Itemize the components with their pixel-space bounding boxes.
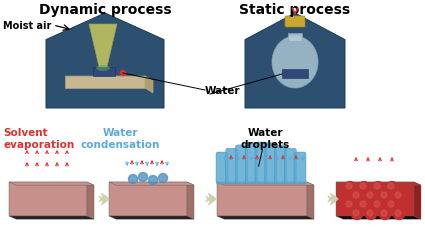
Circle shape [372, 200, 383, 211]
Circle shape [367, 192, 373, 198]
Polygon shape [109, 216, 194, 219]
Circle shape [372, 182, 383, 193]
Polygon shape [65, 77, 153, 82]
Circle shape [139, 173, 147, 182]
Circle shape [360, 183, 366, 189]
Circle shape [381, 192, 387, 198]
Polygon shape [109, 182, 187, 216]
Polygon shape [145, 77, 153, 94]
Text: Moist air: Moist air [3, 21, 51, 31]
Circle shape [386, 182, 397, 193]
Polygon shape [282, 70, 308, 79]
Circle shape [148, 176, 158, 185]
FancyBboxPatch shape [294, 152, 306, 184]
Circle shape [386, 200, 397, 211]
Text: Dynamic process: Dynamic process [39, 3, 171, 17]
Circle shape [366, 191, 377, 202]
FancyBboxPatch shape [265, 143, 277, 184]
Polygon shape [46, 14, 164, 109]
Circle shape [353, 192, 359, 198]
Circle shape [367, 210, 373, 216]
Circle shape [351, 209, 363, 220]
FancyBboxPatch shape [285, 17, 305, 28]
Polygon shape [87, 182, 94, 219]
Circle shape [359, 182, 369, 193]
FancyBboxPatch shape [235, 145, 247, 184]
Polygon shape [65, 77, 145, 89]
Polygon shape [9, 182, 87, 216]
Polygon shape [336, 216, 421, 219]
Circle shape [395, 192, 401, 198]
Circle shape [395, 210, 401, 216]
Polygon shape [93, 68, 115, 77]
Polygon shape [217, 182, 307, 216]
Circle shape [394, 191, 405, 202]
Circle shape [346, 201, 352, 207]
Text: Static process: Static process [239, 3, 351, 17]
Polygon shape [336, 182, 421, 185]
FancyBboxPatch shape [226, 148, 238, 184]
Text: Solvent
evaporation: Solvent evaporation [3, 127, 74, 149]
Circle shape [359, 200, 369, 211]
Polygon shape [414, 182, 421, 219]
Circle shape [380, 191, 391, 202]
Polygon shape [307, 182, 314, 219]
Polygon shape [9, 216, 94, 219]
Polygon shape [336, 182, 414, 216]
Text: Water: Water [205, 86, 241, 96]
Circle shape [380, 209, 391, 220]
Polygon shape [89, 25, 117, 68]
Circle shape [388, 183, 394, 189]
Circle shape [345, 182, 355, 193]
Ellipse shape [96, 66, 110, 72]
Circle shape [346, 183, 352, 189]
FancyBboxPatch shape [216, 152, 228, 184]
Circle shape [360, 201, 366, 207]
Circle shape [351, 191, 363, 202]
Circle shape [159, 174, 167, 183]
Text: Water
droplets: Water droplets [241, 127, 289, 149]
Circle shape [128, 175, 138, 184]
FancyBboxPatch shape [255, 142, 267, 184]
Circle shape [353, 210, 359, 216]
Polygon shape [109, 182, 194, 185]
Circle shape [394, 209, 405, 220]
Polygon shape [217, 182, 314, 185]
FancyBboxPatch shape [284, 148, 296, 184]
Polygon shape [217, 216, 314, 219]
Polygon shape [288, 34, 302, 42]
Ellipse shape [272, 37, 318, 89]
FancyBboxPatch shape [275, 145, 286, 184]
Circle shape [374, 183, 380, 189]
Circle shape [388, 201, 394, 207]
Polygon shape [187, 182, 194, 219]
Circle shape [374, 201, 380, 207]
Polygon shape [245, 14, 345, 109]
Text: Water
condensation: Water condensation [80, 127, 160, 149]
Circle shape [345, 200, 355, 211]
Polygon shape [9, 182, 94, 185]
Circle shape [381, 210, 387, 216]
Circle shape [121, 71, 125, 76]
FancyBboxPatch shape [245, 143, 257, 184]
Circle shape [366, 209, 377, 220]
